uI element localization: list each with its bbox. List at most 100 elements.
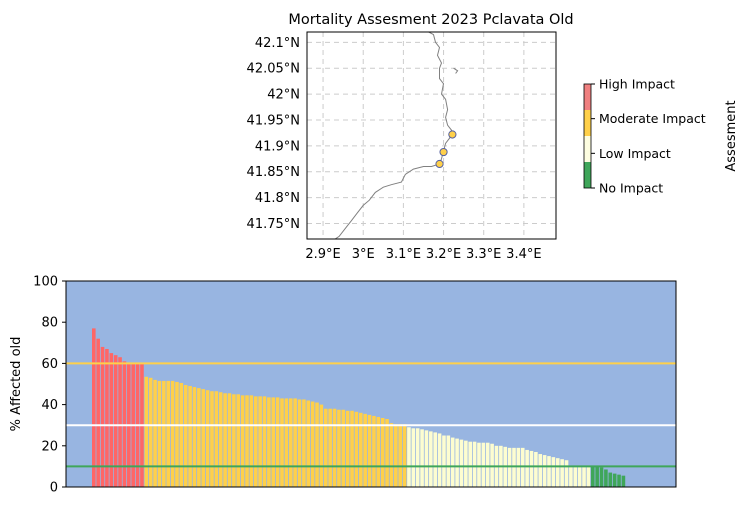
map-y-tick-label: 41.95°N	[247, 113, 300, 128]
bar	[385, 419, 389, 487]
bar	[542, 455, 547, 487]
bar	[481, 442, 486, 487]
bar	[319, 404, 324, 487]
map-x-tick-label: 2.9°E	[305, 247, 340, 262]
colorbar-segment	[584, 136, 591, 162]
bar	[232, 394, 236, 487]
bar	[520, 447, 525, 487]
bar	[442, 435, 446, 487]
bar-y-tick-label: 100	[33, 275, 58, 290]
bar	[240, 395, 245, 487]
bar	[529, 450, 534, 487]
bar	[595, 466, 599, 487]
colorbar-frame	[583, 83, 592, 189]
map-x-tick-label: 3.2°E	[426, 247, 461, 262]
bar-plot-frame	[65, 280, 677, 488]
bar	[188, 386, 192, 487]
bar	[525, 449, 529, 487]
bar	[437, 433, 442, 487]
bar	[92, 328, 96, 487]
bar	[183, 385, 188, 487]
bar	[586, 466, 591, 487]
bar	[249, 395, 254, 487]
colorbar-label: High Impact	[599, 77, 675, 92]
bar-y-tick-label: 40	[41, 398, 58, 413]
map-x-tick-label: 3.1°E	[386, 247, 421, 262]
bar	[485, 442, 490, 487]
bar	[275, 397, 280, 487]
bar	[534, 451, 538, 487]
bar-y-tick-label: 20	[41, 439, 58, 454]
bar	[612, 473, 617, 487]
map-y-tick-label: 41.9°N	[255, 139, 300, 154]
bar	[359, 412, 363, 487]
map-x-tick-label: 3.3°E	[466, 247, 501, 262]
bar	[210, 391, 214, 487]
bar	[538, 454, 543, 487]
bar	[122, 361, 127, 487]
bar	[350, 410, 354, 487]
colorbar-title: Assesment	[724, 100, 739, 171]
map-panel: Mortality Assesment 2023 Pclavata Old 2.…	[247, 12, 739, 262]
map-frame	[306, 31, 557, 240]
bar	[604, 469, 608, 487]
bar	[380, 417, 385, 487]
map-x-tick-label: 3°E	[352, 247, 375, 262]
bar	[148, 377, 153, 487]
bar	[446, 435, 451, 487]
bar	[118, 357, 122, 487]
bar	[214, 391, 219, 487]
bar	[490, 443, 494, 487]
bar	[398, 424, 402, 487]
bar-y-ticks: 0 20 40 60 80 100	[33, 275, 66, 496]
colorbar-segment	[584, 84, 591, 110]
bar	[617, 474, 621, 487]
bar	[551, 457, 556, 487]
map-y-tick-label: 41.85°N	[247, 165, 300, 180]
bar	[258, 396, 262, 487]
map-x-tick-label: 3.4°E	[506, 247, 541, 262]
bar	[555, 458, 560, 487]
bar	[363, 413, 367, 487]
bar	[280, 398, 284, 487]
bar	[402, 424, 407, 487]
bar	[179, 382, 184, 487]
map-y-tick-label: 42.1°N	[255, 36, 300, 51]
bar	[577, 466, 582, 487]
bar	[411, 428, 416, 487]
bar	[564, 460, 569, 487]
bar	[109, 353, 114, 487]
bar	[284, 398, 289, 487]
bar	[507, 447, 512, 487]
bar	[573, 466, 578, 487]
map-gridlines	[307, 32, 556, 239]
bar	[201, 389, 206, 487]
site-marker	[448, 130, 457, 139]
bar	[96, 338, 100, 487]
bar	[367, 414, 372, 487]
map-y-tick-label: 41.8°N	[255, 191, 300, 206]
bar	[569, 466, 573, 487]
bar	[345, 410, 350, 487]
bar	[288, 398, 293, 487]
bar	[293, 398, 297, 487]
bar	[459, 439, 464, 487]
bar	[468, 441, 473, 487]
colorbar-label: Low Impact	[599, 146, 671, 161]
bar	[433, 432, 437, 487]
bar	[227, 393, 232, 487]
bar	[297, 399, 302, 487]
bar	[218, 392, 223, 487]
bar	[306, 400, 311, 487]
bar	[262, 396, 267, 487]
map-title: Mortality Assesment 2023 Pclavata Old	[288, 12, 573, 28]
bar	[245, 395, 249, 487]
bar	[315, 402, 319, 487]
bar	[621, 475, 626, 487]
colorbar-segment	[584, 110, 591, 136]
survey-sites	[435, 130, 457, 169]
bar	[328, 408, 332, 487]
map-y-tick-label: 42°N	[267, 88, 300, 103]
bar	[332, 408, 337, 487]
